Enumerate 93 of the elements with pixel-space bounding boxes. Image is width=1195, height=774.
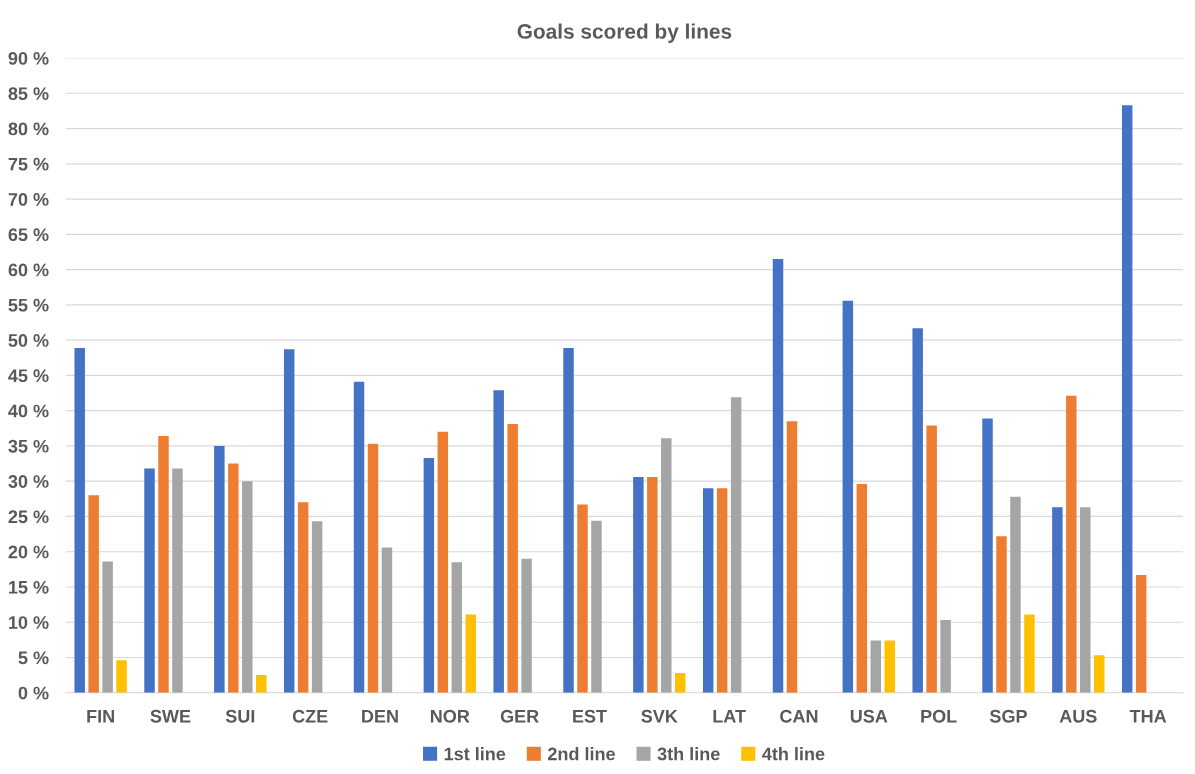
bar bbox=[116, 660, 127, 693]
bar bbox=[311, 521, 323, 693]
x-tick-label: CAN bbox=[780, 709, 818, 723]
bar bbox=[228, 463, 239, 693]
x-tick-label: NOR bbox=[430, 709, 470, 723]
y-tick-label: 55 % bbox=[8, 298, 49, 312]
bar bbox=[577, 504, 588, 693]
bar bbox=[982, 418, 993, 693]
bar bbox=[1094, 655, 1105, 693]
x-tick-label: AUS bbox=[1059, 709, 1097, 723]
y-tick-label: 40 % bbox=[8, 404, 49, 418]
bar bbox=[633, 476, 644, 693]
x-tick-label: DEN bbox=[362, 710, 398, 723]
y-tick-label: 35 % bbox=[8, 439, 49, 453]
bar bbox=[661, 438, 672, 693]
y-tick-label: 75 % bbox=[8, 157, 49, 171]
bar bbox=[912, 328, 923, 693]
bar bbox=[940, 620, 951, 693]
bar bbox=[884, 640, 895, 693]
y-tick-label: 70 % bbox=[8, 193, 49, 206]
bar bbox=[367, 443, 379, 693]
bar bbox=[465, 614, 476, 693]
bar bbox=[1066, 395, 1077, 693]
y-tick-label: 90 % bbox=[8, 51, 49, 65]
bar bbox=[926, 425, 937, 693]
y-tick-label: 60 % bbox=[8, 263, 49, 277]
legend-label: 4th line bbox=[762, 747, 825, 761]
bar bbox=[521, 558, 532, 693]
y-tick-label: 45 % bbox=[8, 369, 49, 383]
x-tick-label: SVK bbox=[641, 709, 678, 723]
y-tick-label: 15 % bbox=[9, 580, 49, 594]
bar bbox=[1052, 507, 1063, 693]
y-tick-label: 85 % bbox=[8, 87, 49, 101]
bar bbox=[102, 561, 113, 693]
x-tick-label: SUI bbox=[225, 709, 255, 723]
bar bbox=[158, 436, 169, 693]
y-tick-label: 5 % bbox=[18, 651, 49, 665]
bar bbox=[214, 445, 225, 693]
bar bbox=[591, 520, 602, 693]
bar bbox=[856, 483, 868, 693]
bar bbox=[256, 675, 267, 693]
bar bbox=[353, 381, 365, 693]
chart-title: Goals scored by lines bbox=[517, 23, 732, 43]
bar bbox=[786, 421, 798, 693]
x-tick-label: GER bbox=[500, 709, 539, 723]
bar bbox=[88, 495, 99, 693]
x-tick-label: CZE bbox=[292, 709, 328, 723]
bar bbox=[870, 640, 882, 693]
bar bbox=[242, 481, 253, 693]
bar bbox=[283, 349, 295, 693]
legend-label: 2nd line bbox=[547, 747, 615, 761]
bar bbox=[144, 468, 155, 693]
bar bbox=[1121, 105, 1133, 693]
bar bbox=[423, 457, 435, 693]
y-tick-label: 20 % bbox=[8, 545, 49, 559]
bar bbox=[507, 424, 518, 693]
bar bbox=[1010, 496, 1021, 693]
legend-label: 3th line bbox=[657, 747, 720, 761]
bar bbox=[730, 397, 742, 693]
bar bbox=[74, 347, 85, 693]
x-tick-label: USA bbox=[850, 709, 888, 723]
y-tick-label: 0 % bbox=[18, 686, 49, 700]
y-tick-label: 65 % bbox=[8, 228, 49, 242]
bar bbox=[172, 468, 183, 693]
bar bbox=[1080, 507, 1091, 693]
x-tick-label: LAT bbox=[713, 710, 746, 723]
x-tick-label: EST bbox=[573, 709, 607, 723]
bar bbox=[1135, 574, 1147, 693]
x-tick-label: SGP bbox=[989, 709, 1027, 723]
x-tick-label: SWE bbox=[150, 709, 191, 723]
bar bbox=[437, 431, 449, 693]
bar bbox=[675, 672, 686, 693]
bar bbox=[1024, 614, 1035, 693]
bar bbox=[297, 502, 309, 693]
bar bbox=[842, 300, 854, 693]
y-tick-label: 10 % bbox=[9, 616, 49, 629]
bar bbox=[996, 536, 1007, 693]
bar bbox=[647, 476, 658, 693]
legend-label: 1st line bbox=[444, 747, 506, 761]
y-tick-label: 25 % bbox=[8, 510, 49, 524]
bar bbox=[493, 390, 504, 693]
bar bbox=[381, 547, 393, 693]
y-tick-label: 80 % bbox=[8, 122, 49, 136]
x-tick-label: THA bbox=[1129, 710, 1167, 723]
x-tick-label: FIN bbox=[87, 710, 114, 723]
y-tick-label: 30 % bbox=[8, 475, 49, 488]
bar bbox=[772, 259, 784, 693]
y-tick-label: 50 % bbox=[8, 334, 49, 347]
bar bbox=[716, 488, 728, 693]
bar bbox=[451, 562, 463, 693]
bar bbox=[702, 488, 714, 693]
x-tick-label: POL bbox=[921, 709, 957, 723]
bar bbox=[563, 347, 574, 693]
